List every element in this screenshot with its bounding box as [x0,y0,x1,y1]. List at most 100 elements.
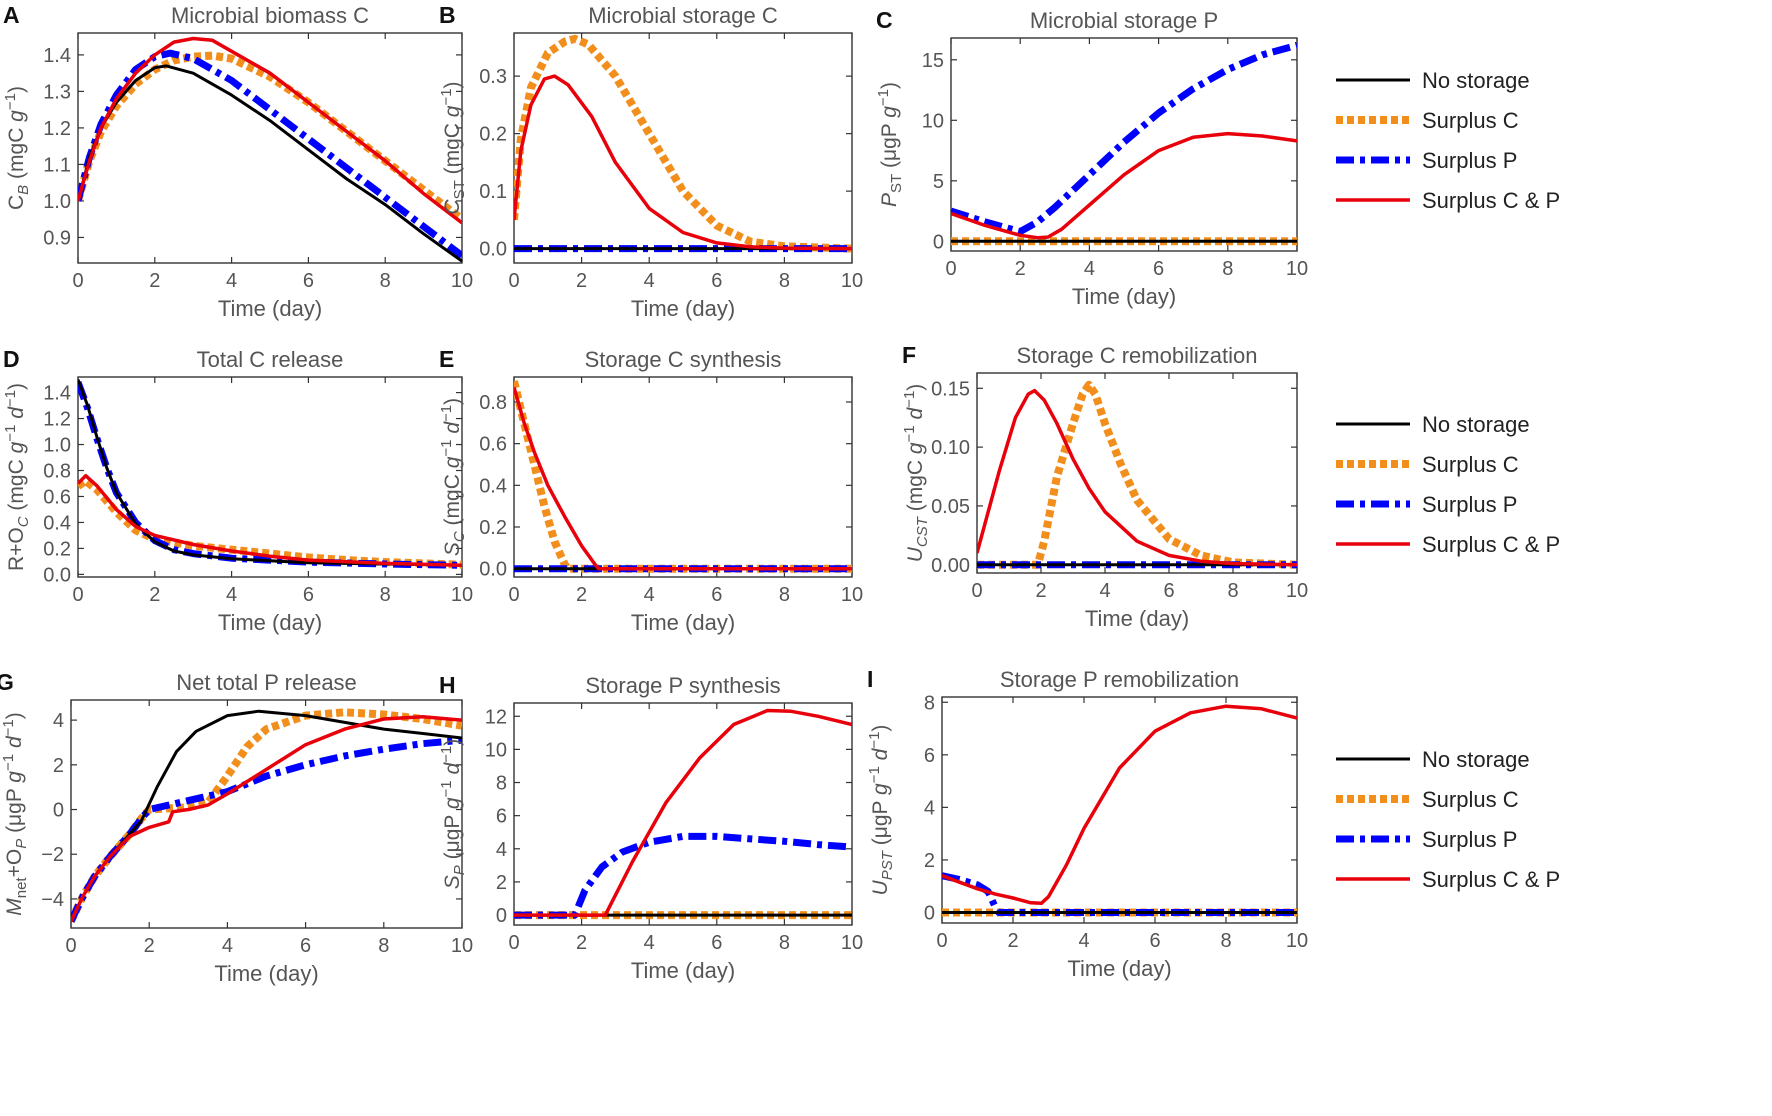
panel-b: B Microbial storage C 0 2 4 6 8 10 0.0 0.1 0.2 0.3 T… [438,2,863,321]
panel-e: E Storage C synthesis 0 2 4 6 8 10 0.0 0.2 0.4 0.6 0… [438,346,863,635]
panel-title: Microbial storage P [1030,8,1218,33]
x-tick-label: 0 [971,580,982,602]
panel-letter: G [0,669,14,695]
x-tick-label: 6 [1163,580,1174,602]
y-tick-label: 0.0 [43,564,71,586]
x-tick-label: 6 [1153,258,1164,280]
panel-letter: I [867,666,873,692]
y-tick-label: 0.6 [43,486,71,508]
panel-c: C Microbial storage P 0 2 4 6 8 10 0 5 10 15 Time (d… [875,7,1308,309]
series-group [514,708,852,920]
y-tick-label: 2 [924,850,935,872]
legend-row-3: No storage Surplus C Surplus P Surplus C & … [1336,747,1560,892]
legend-label-surplus-c: Surplus C [1422,108,1519,133]
y-axis-label: UCST (mgC g−1 d−1) [901,384,931,563]
x-tick-label: 6 [1149,930,1160,952]
panel-title: Storage C synthesis [585,347,782,372]
legend-label-no-storage: No storage [1422,412,1530,437]
x-tick-label: 6 [711,270,722,292]
x-tick-label: 0 [508,584,519,606]
y-tick-label: 0.10 [931,437,970,459]
x-tick-label: 2 [576,932,587,954]
x-tick-label: 8 [1222,258,1233,280]
x-tick-label: 4 [1099,580,1110,602]
y-tick-label: 0 [924,902,935,924]
y-tick-label: 2 [496,872,507,894]
y-tick-label: 8 [924,692,935,714]
x-axis-label: Time (day) [1085,606,1189,631]
y-tick-label: 1.4 [43,383,71,405]
panel-title: Storage P synthesis [585,673,780,698]
y-tick-label: 0.2 [479,124,507,146]
series-line-surplus-c-and-p [514,708,852,917]
y-tick-label: −4 [41,889,64,911]
x-tick-label: 10 [451,584,473,606]
panel-a: A Microbial biomass C 0 2 4 6 8 10 0.9 1.0 1.1 1.2 1… [2,2,473,321]
legend-label-surplus-p: Surplus P [1422,148,1517,173]
legend-label-no-storage: No storage [1422,747,1530,772]
y-tick-label: 6 [924,745,935,767]
y-tick-label: 1.2 [43,409,71,431]
x-tick-label: 0 [508,270,519,292]
plot-frame [77,376,463,578]
x-tick-label: 10 [451,270,473,292]
x-tick-label: 0 [945,258,956,280]
panel-h: H Storage P synthesis 0 2 4 6 8 10 0 2 4 6 8 10 12 Time… [438,672,863,983]
series-group [78,36,462,263]
series-line-surplus-p [514,832,852,919]
x-axis-label: Time (day) [631,958,735,983]
panel-i: I Storage P remobilization 0 2 4 6 8 10 0 2 4 6 8 Tim… [866,666,1308,981]
panel-letter: H [439,672,456,698]
x-tick-label: 2 [576,270,587,292]
series-line-surplus-c [977,380,1297,569]
x-tick-label: 2 [144,935,155,957]
x-tick-label: 8 [779,270,790,292]
legend-label-surplus-c-and-p: Surplus C & P [1422,867,1560,892]
y-tick-label: 1.0 [43,435,71,457]
y-tick-label: 0.4 [479,475,507,497]
panel-title: Total C release [197,347,344,372]
y-tick-label: 4 [496,839,507,861]
series-group [951,41,1297,246]
y-tick-label: 0.8 [43,461,71,483]
series-line-surplus-c-and-p [514,74,852,251]
x-tick-label: 0 [65,935,76,957]
y-tick-label: 0.05 [931,496,970,518]
y-tick-label: 0.9 [43,227,71,249]
panel-letter: A [3,2,20,28]
legend-row-2: No storage Surplus C Surplus P Surplus C & … [1336,412,1560,557]
x-tick-label: 2 [1035,580,1046,602]
legend-label-surplus-c: Surplus C [1422,787,1519,812]
y-axis-label: CB (mgC g−1) [2,86,32,210]
x-tick-label: 8 [779,584,790,606]
x-axis-label: Time (day) [214,961,318,986]
legend-row-1: No storage Surplus C Surplus P Surplus C & … [1336,68,1560,213]
series-line-surplus-c-and-p [951,131,1297,240]
x-axis-label: Time (day) [218,296,322,321]
series-line-surplus-c-and-p [78,36,462,225]
y-tick-label: 15 [922,50,944,72]
x-tick-label: 10 [451,935,473,957]
y-tick-label: 10 [922,110,944,132]
plot-frame [513,376,853,578]
x-tick-label: 4 [644,932,655,954]
y-axis-label: UPST (μgP g−1 d−1) [866,725,896,896]
x-tick-label: 8 [380,584,391,606]
y-tick-label: 0.15 [931,378,970,400]
panel-letter: C [876,7,893,33]
plot-frame [513,32,853,264]
x-tick-label: 4 [222,935,233,957]
x-tick-label: 2 [149,270,160,292]
y-tick-label: 10 [485,739,507,761]
series-line-surplus-c-and-p [71,715,462,923]
series-line-surplus-c-and-p [942,704,1297,906]
y-tick-label: 0.0 [479,239,507,261]
x-axis-label: Time (day) [1067,956,1171,981]
y-tick-label: 0.00 [931,555,970,577]
x-tick-label: 10 [841,932,863,954]
panel-title: Storage P remobilization [1000,667,1239,692]
x-tick-label: 6 [303,270,314,292]
x-tick-label: 8 [380,270,391,292]
y-tick-label: −2 [41,844,64,866]
legend-label-no-storage: No storage [1422,68,1530,93]
